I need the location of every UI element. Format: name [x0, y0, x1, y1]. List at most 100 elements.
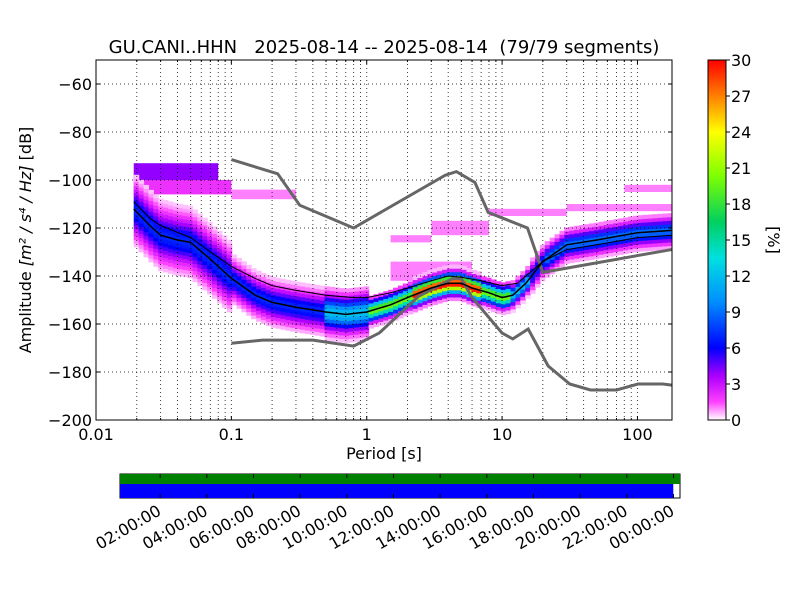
density-cell [613, 251, 619, 256]
density-cell [608, 248, 614, 254]
density-cell [187, 227, 194, 232]
density-cell [304, 308, 311, 313]
density-cell [637, 233, 644, 238]
density-cell [471, 269, 477, 275]
density-cell [265, 285, 272, 290]
density-cell [481, 305, 487, 310]
density-cell [554, 263, 561, 268]
density-cell [603, 235, 609, 240]
density-cell [241, 293, 247, 298]
density-cell [158, 256, 164, 261]
density-cell [241, 275, 247, 280]
density-cell [182, 226, 189, 231]
density-cell [231, 261, 238, 266]
density-cell [481, 294, 487, 299]
density-cell [490, 308, 497, 313]
density-cell [260, 301, 267, 306]
density-cell [221, 271, 228, 276]
density-cell [192, 263, 198, 268]
density-cell [148, 254, 154, 259]
density-cell [559, 230, 565, 235]
density-cell [402, 308, 409, 313]
density-cell [241, 264, 247, 270]
density-cell [319, 310, 326, 315]
density-cell [202, 250, 208, 255]
density-cell [300, 318, 306, 323]
density-cell [339, 306, 345, 311]
density-cell [182, 204, 189, 209]
density-cell [554, 234, 561, 239]
density-cell [172, 227, 179, 233]
density-cell [525, 269, 531, 274]
density-cell [216, 284, 223, 289]
density-cell [349, 287, 355, 293]
density-cell [349, 302, 355, 307]
density-cell [344, 317, 350, 322]
density-cell [324, 329, 331, 334]
density-cell [397, 307, 404, 312]
density-cell [177, 257, 184, 262]
density-cell [588, 248, 595, 253]
density-cell [226, 304, 233, 309]
density-cell [378, 307, 384, 312]
density-cell [564, 245, 570, 250]
density-cell [304, 301, 311, 306]
density-cell [662, 220, 668, 225]
density-cell [442, 287, 448, 292]
density-cell [172, 260, 179, 265]
density-cell [177, 239, 184, 244]
density-cell [368, 317, 375, 322]
density-cell [667, 223, 672, 229]
density-cell [177, 272, 184, 277]
density-cell [471, 295, 477, 300]
density-cell [251, 279, 257, 284]
density-cell [163, 261, 169, 266]
density-cell [143, 217, 150, 222]
density-cell [554, 241, 561, 246]
density-cell [231, 254, 238, 259]
density-cell [256, 303, 262, 308]
density-cell [618, 229, 624, 234]
density-cell [569, 251, 575, 256]
mode-curve [133, 208, 672, 316]
density-cell [241, 261, 247, 266]
density-cell [153, 259, 159, 264]
density-cell [461, 276, 468, 281]
density-cell [265, 300, 272, 305]
density-cell [153, 241, 159, 246]
density-cell [231, 286, 238, 291]
density-cell [216, 252, 223, 257]
density-cell [197, 256, 203, 261]
density-cell [226, 264, 233, 270]
density-cell [197, 245, 203, 251]
density-cell [197, 267, 203, 272]
density-cell [442, 283, 448, 288]
density-cell [632, 233, 639, 238]
density-cell [515, 275, 521, 280]
density-cell [133, 235, 140, 241]
density-cell [265, 318, 272, 323]
density-cell [393, 309, 399, 314]
density-cell [407, 292, 414, 297]
density-cell [486, 284, 492, 289]
density-cell [446, 286, 453, 291]
density-cell [143, 249, 150, 254]
density-cell [270, 294, 277, 299]
density-cell [304, 326, 311, 331]
density-cell [525, 280, 531, 285]
density-cell [138, 241, 145, 246]
nlnm-curve [231, 277, 672, 392]
density-cell [588, 234, 595, 239]
density-cell [510, 294, 517, 299]
density-cell [138, 190, 145, 195]
density-cell [138, 201, 145, 206]
density-cell [564, 256, 570, 261]
density-cell [486, 288, 492, 293]
density-cell [275, 321, 282, 326]
density-cell [574, 233, 580, 238]
density-cell [314, 284, 321, 289]
density-cell [495, 299, 502, 304]
density-cell [598, 239, 605, 244]
density-cell [378, 314, 384, 319]
y-tick-label: −160 [48, 315, 92, 334]
